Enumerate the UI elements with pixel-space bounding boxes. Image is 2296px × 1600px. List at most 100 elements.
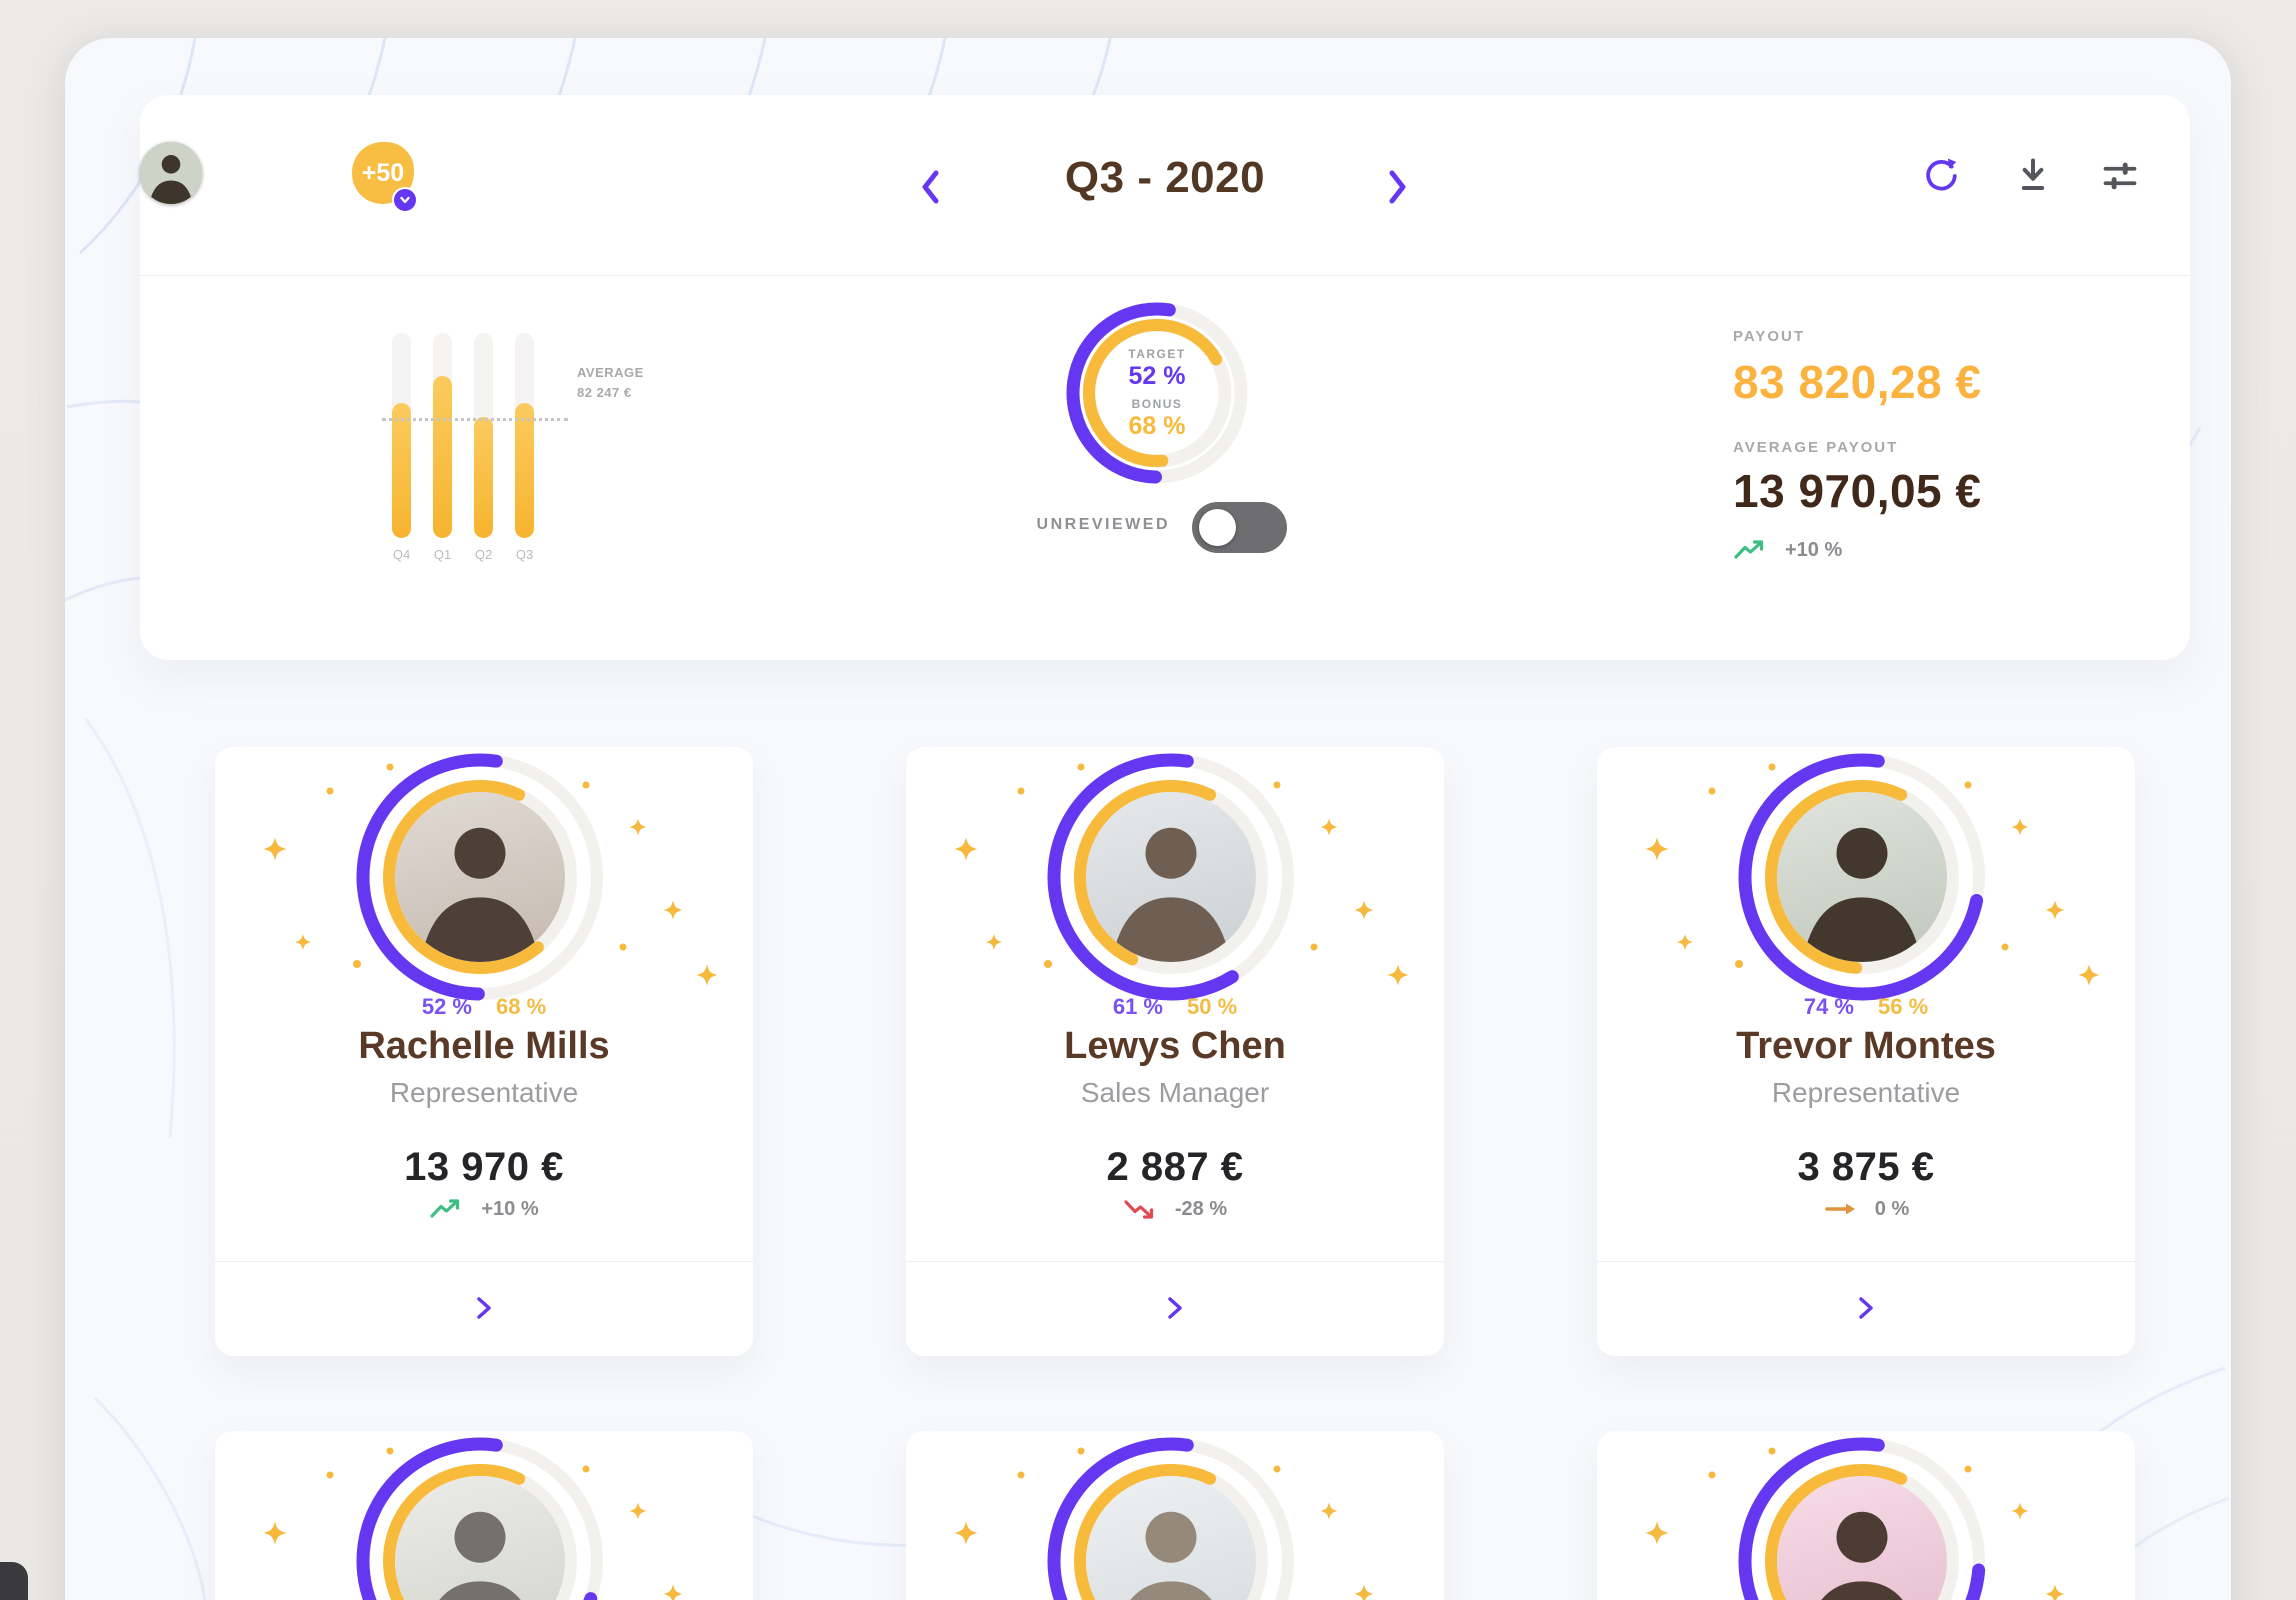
previous-period-button[interactable] [910,165,950,209]
filter-settings-button[interactable] [2097,153,2143,199]
bonus-pct: 50 % [1187,994,1238,1019]
tune-icon [2103,162,2137,190]
person-photo [395,792,565,962]
bar-label: Q3 [515,547,534,562]
progress-ring [1047,1437,1295,1600]
ring-percentages: 61 % 50 % [906,994,1444,1020]
person-photo [395,1476,565,1600]
target-label: TARGET [1128,346,1186,361]
average-payout-label: AVERAGE PAYOUT [1733,439,1899,456]
payout-value: 83 820,28 € [1733,356,1982,408]
person-name: Lewys Chen [1064,1025,1286,1067]
target-pct: 74 % [1803,994,1854,1019]
person-payout-amount: 3 875 € [1797,1145,1935,1189]
chevron-down-icon [400,196,410,204]
person-role: Sales Manager [1080,1077,1270,1108]
rep-card-trevor-montes: 74 % 56 % Trevor Montes Representative 3… [1597,747,2135,1356]
payout-summary: PAYOUT 83 820,28 € AVERAGE PAYOUT 13 970… [1733,328,2193,562]
bonus-pct: 68 % [496,994,547,1019]
bonus-label: BONUS [1131,396,1183,411]
toggle-knob [1199,509,1236,546]
summary-card: +50 Q3 - 2020 [140,95,2190,660]
download-button[interactable] [2010,153,2056,199]
person-role: Representative [1771,1077,1961,1108]
gauge-center-text: TARGET 52 % BONUS 68 % [1057,293,1257,493]
bar-q2 [474,417,493,538]
person-photo [1777,1476,1947,1600]
sparkles [1645,763,2100,986]
bar-q3 [515,402,534,538]
average-payout-value: 13 970,05 € [1733,465,1982,517]
sparkles [263,763,718,986]
person-photo [1086,1476,1256,1600]
card-divider [906,1261,1444,1262]
rep-card-row2-3 [1597,1431,2135,1600]
period-title: Q3 - 2020 [1064,153,1266,202]
trend-up-icon [430,1199,460,1218]
team-avatar-3[interactable] [140,142,202,204]
sparkles [1645,1447,2065,1600]
open-person-details-button[interactable] [215,1273,753,1343]
ring-percentages: 52 % 68 % [215,994,753,1020]
bar-label: Q1 [433,547,452,562]
unreviewed-toggle[interactable] [1192,502,1287,553]
chevron-right-icon [1168,1297,1182,1319]
person-trend-value: +10 % [481,1197,539,1220]
average-value: 82 247 € [577,385,632,400]
bar-track [433,333,452,538]
chevron-right-icon [1859,1297,1873,1319]
bar-track [392,333,411,538]
payout-label: PAYOUT [1733,328,1806,345]
bar-track [474,333,493,538]
progress-ring [1738,1437,1986,1600]
refresh-button[interactable] [1918,153,1964,199]
window-corner-artifact [0,1562,28,1600]
bar-track [515,333,534,538]
open-person-details-button[interactable] [906,1273,1444,1343]
sparkles [954,1447,1374,1600]
expand-members-button[interactable] [392,187,418,213]
card-divider [1597,1261,2135,1262]
person-trend: -28 % [906,1197,1444,1221]
card-divider [215,1261,753,1262]
trend-up-icon [1734,540,1764,559]
next-period-button[interactable] [1378,165,1418,209]
target-pct: 61 % [1112,994,1163,1019]
chevron-right-icon [477,1297,491,1319]
person-payout-amount: 13 970 € [404,1145,564,1189]
bar-label: Q2 [474,547,493,562]
person-photo [1086,792,1256,962]
chevron-right-icon [1389,170,1406,204]
rep-card-lewys-chen: 61 % 50 % Lewys Chen Sales Manager 2 887… [906,747,1444,1356]
person-trend: 0 % [1597,1197,2135,1221]
person-trend-value: 0 % [1874,1197,1910,1220]
chevron-left-icon [922,170,939,204]
average-label: AVERAGE [577,365,644,380]
target-value: 52 % [1128,361,1186,390]
bar-label: Q4 [392,547,411,562]
bonus-pct: 56 % [1878,994,1929,1019]
unreviewed-label: UNREVIEWED [1036,516,1170,533]
person-role: Representative [389,1077,579,1108]
open-person-details-button[interactable] [1597,1273,2135,1343]
progress-ring [356,1437,604,1600]
average-note: AVERAGE 82 247 € [577,363,644,403]
bonus-value: 68 % [1128,411,1186,440]
ring-percentages: 74 % 56 % [1597,994,2135,1020]
payout-trend-value: +10 % [1785,538,1843,561]
target-pct: 52 % [421,994,472,1019]
person-trend: +10 % [215,1197,753,1221]
person-photo [1777,792,1947,962]
rep-card-row2-1 [215,1431,753,1600]
download-icon [2021,158,2045,190]
person-payout-amount: 2 887 € [1106,1145,1244,1189]
payout-trend: +10 % [1733,538,2193,562]
sparkles [263,1447,683,1600]
sparkles [954,763,1409,986]
app-panel: +50 Q3 - 2020 [65,38,2231,1600]
trend-flat-icon [1825,1203,1855,1215]
average-line [382,418,568,421]
bar-q1 [433,376,452,538]
person-name: Rachelle Mills [358,1025,610,1067]
